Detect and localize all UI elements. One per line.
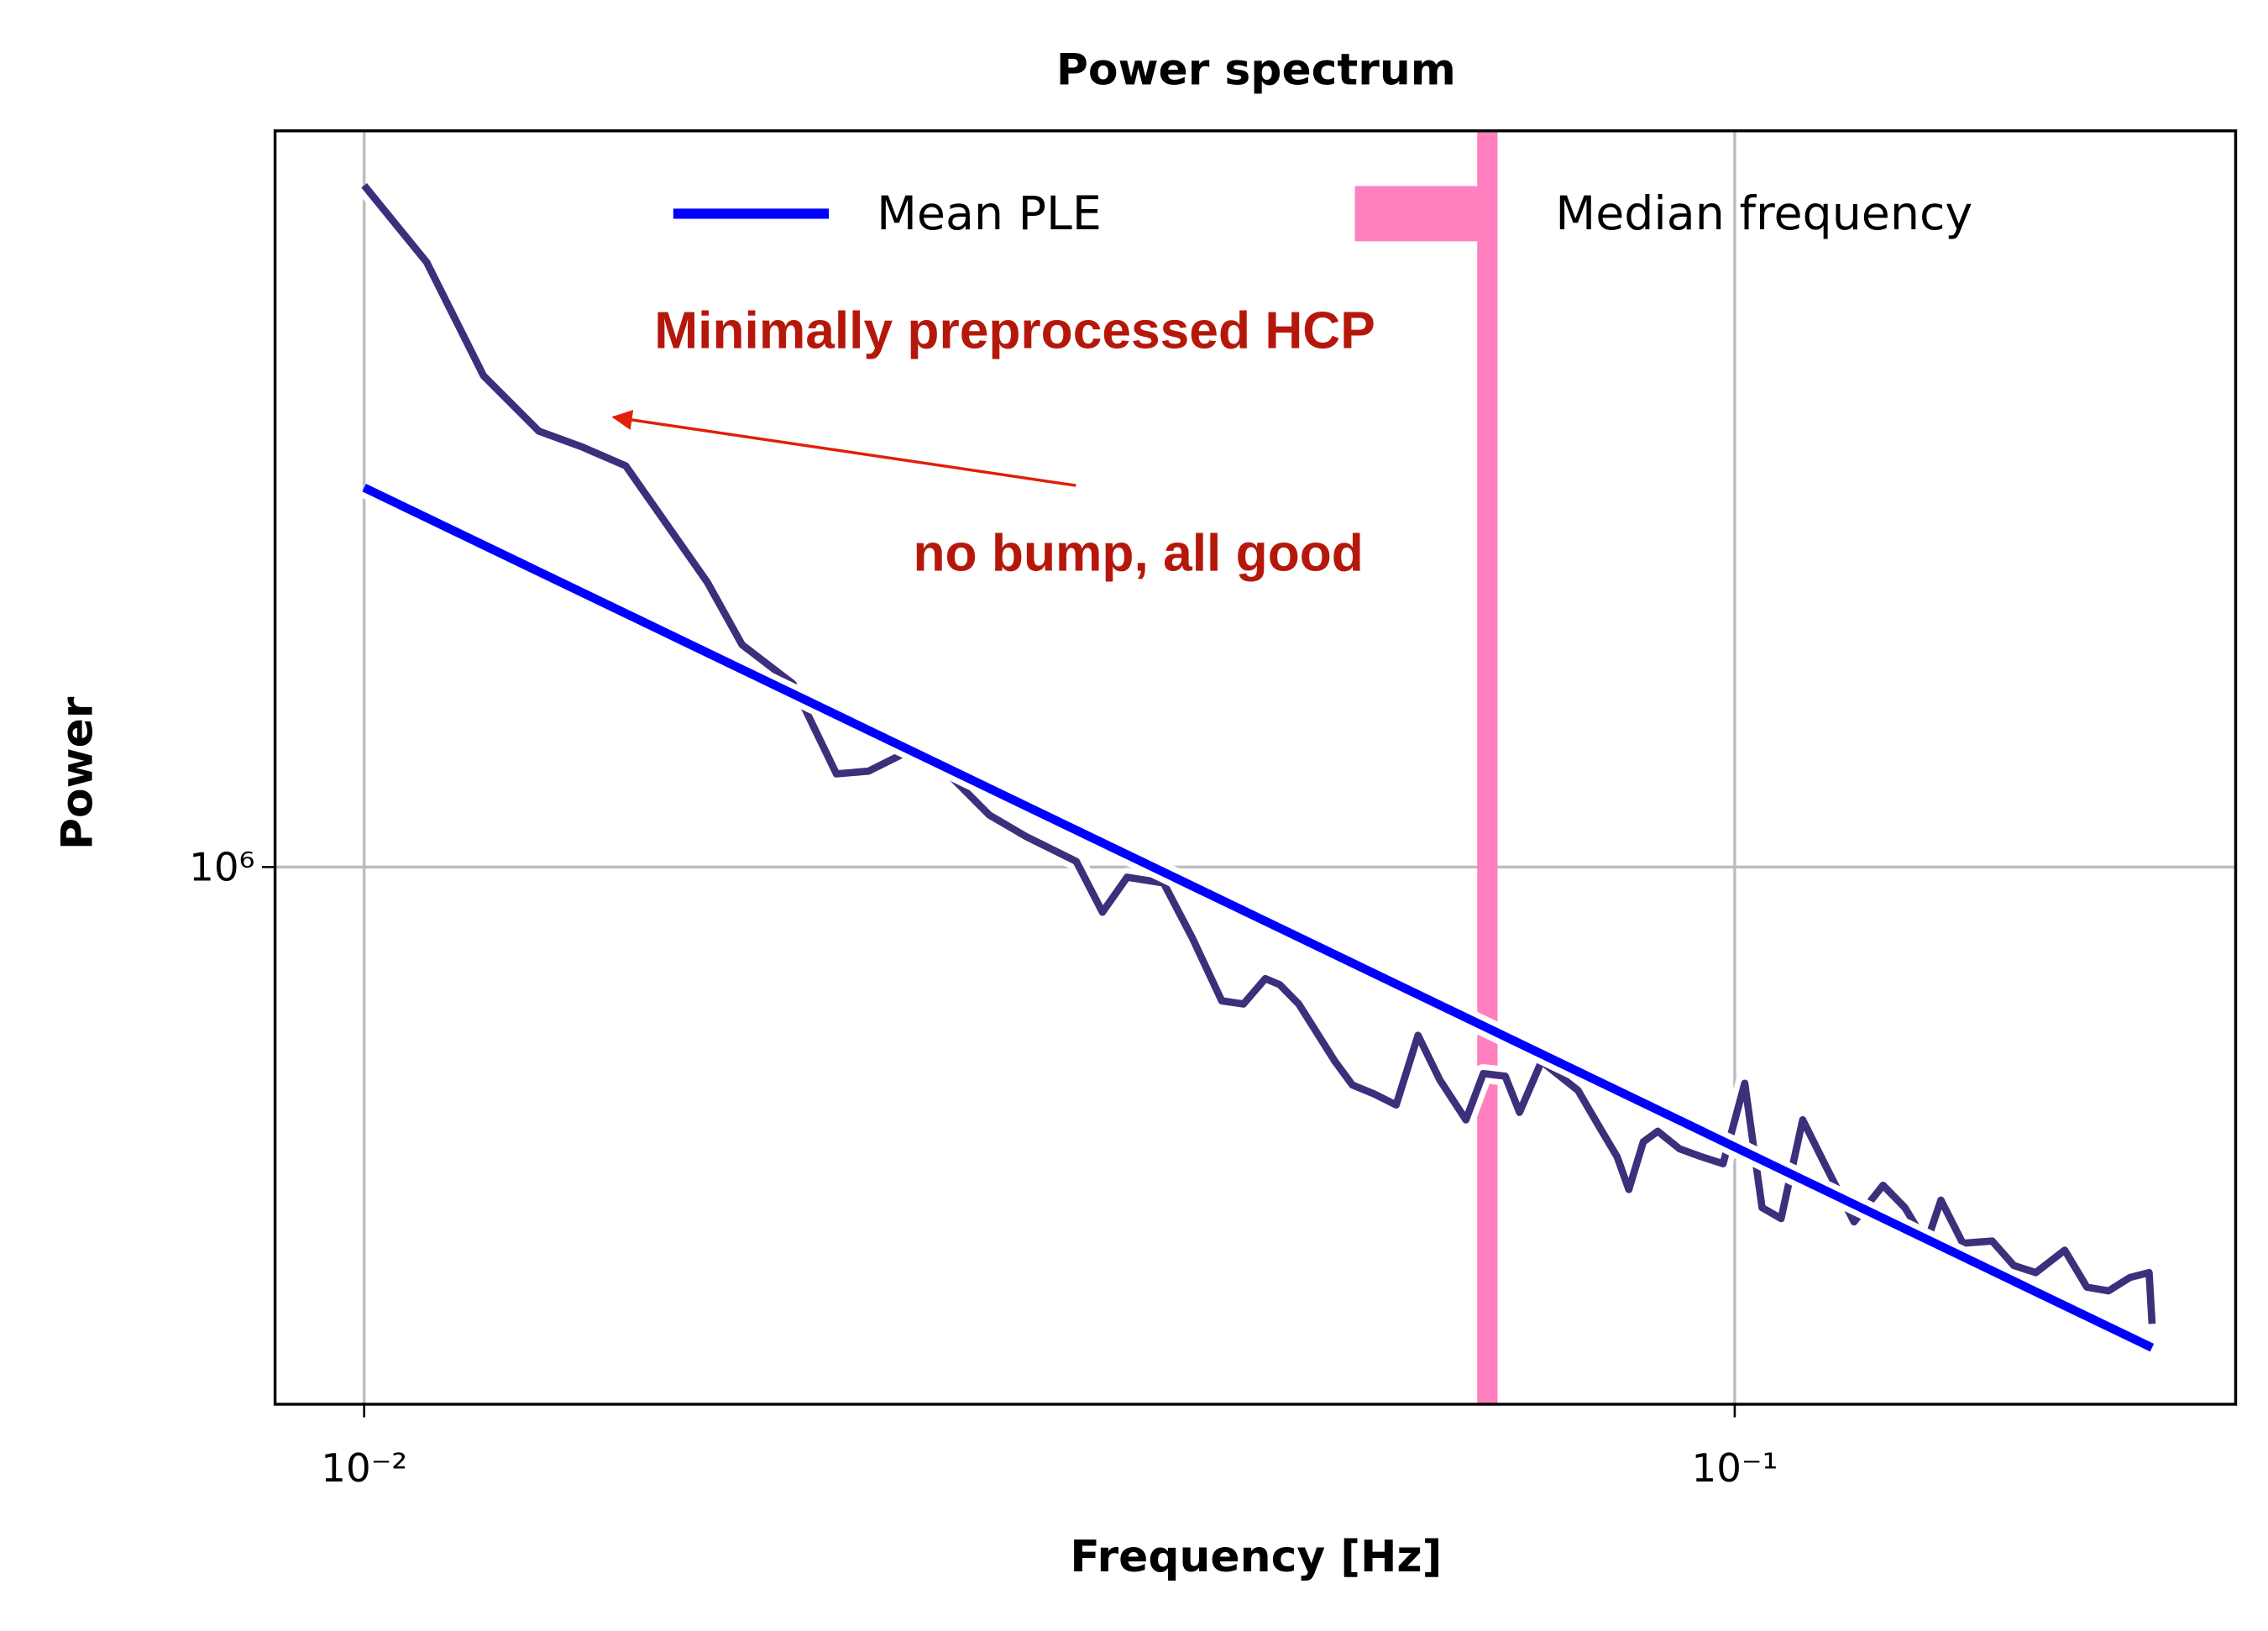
x-tick-label: 10⁻² xyxy=(321,1446,407,1492)
spectrum-line xyxy=(361,183,2156,1324)
axes-frame xyxy=(273,129,2238,1406)
annotation: no bump, all good xyxy=(914,524,1364,582)
y-axis-label: Power xyxy=(53,696,103,850)
annotation: Minimally preprocessed HCP xyxy=(654,302,1375,360)
x-axis-label: Frequency [Hz] xyxy=(1070,1532,1442,1582)
legend-label: Median frequency xyxy=(1555,187,1972,241)
legend-swatch xyxy=(1354,186,1498,242)
plot-area xyxy=(275,130,2236,1404)
legend: Mean PLE Median frequency xyxy=(673,186,1972,242)
chart-title: Power spectrum xyxy=(1056,45,1456,96)
annotation-arrow xyxy=(611,409,1076,487)
y-tick-label: 10⁶ xyxy=(189,845,254,890)
x-tick-label: 10⁻¹ xyxy=(1691,1446,1778,1492)
legend-label: Mean PLE xyxy=(877,187,1102,241)
mean-ple-line xyxy=(362,483,2155,1352)
